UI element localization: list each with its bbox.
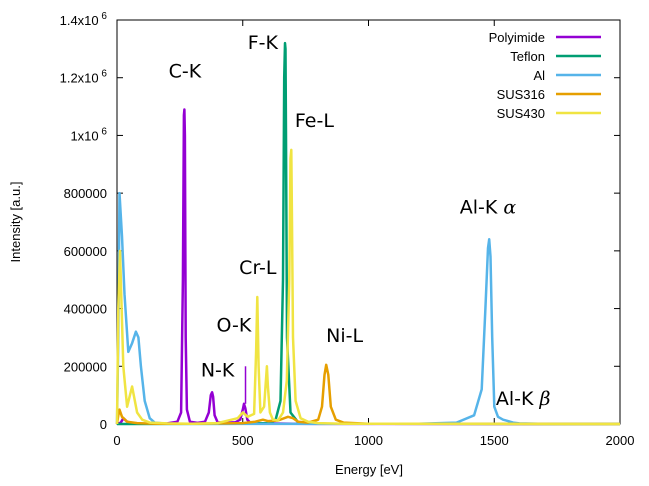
peak-label: N-K: [201, 359, 235, 381]
y-tick-label: 200000: [64, 359, 107, 374]
series-line-sus430: [115, 148, 621, 426]
legend-label: SUS430: [497, 106, 545, 121]
x-axis-ticks: 0 500 1000 1500 2000: [113, 20, 634, 448]
series-lines: [115, 41, 621, 426]
y-tick-label: 1.2x10 6: [60, 69, 108, 86]
y-axis-ticks: 0 200000 400000 600000 800000 1x10 6 1.2x10 6 1…: [60, 11, 620, 432]
peak-label: F-K: [248, 32, 279, 54]
y-tick-label: 1.4x10 6: [60, 11, 108, 28]
y-tick-label: 0: [100, 417, 107, 432]
legend-label: Teflon: [510, 49, 545, 64]
y-tick-label: 400000: [64, 302, 107, 317]
x-axis-title: Energy [eV]: [335, 462, 403, 477]
peak-annotations: C-K F-K Fe-L Cr-L O-K N-K Ni-L Al-K α Al-K β: [169, 32, 551, 410]
y-tick-label: 1x10 6: [70, 126, 107, 143]
peak-label: Ni-L: [326, 325, 363, 347]
peak-label: Al-K α: [460, 196, 517, 218]
series-line-sus316: [115, 363, 621, 426]
peak-label: C-K: [169, 61, 202, 83]
y-axis-title: Intensity [a.u.]: [8, 182, 23, 263]
legend-label: Polyimide: [489, 30, 545, 45]
y-tick-label: 600000: [64, 244, 107, 259]
x-tick-label: 500: [232, 433, 254, 448]
x-tick-label: 1500: [480, 433, 509, 448]
y-tick-label: 800000: [64, 186, 107, 201]
peak-label: Al-K β: [496, 388, 551, 410]
peak-label: O-K: [217, 315, 252, 337]
peak-label: Cr-L: [239, 257, 277, 279]
x-tick-label: 0: [113, 433, 120, 448]
series-line-polyimide: [116, 108, 620, 426]
legend-label: SUS316: [497, 87, 545, 102]
peak-label: Fe-L: [295, 110, 334, 132]
legend: Polyimide Teflon Al SUS316 SUS430: [489, 30, 601, 121]
x-tick-label: 2000: [606, 433, 635, 448]
x-tick-label: 1000: [354, 433, 383, 448]
legend-label: Al: [533, 68, 545, 83]
